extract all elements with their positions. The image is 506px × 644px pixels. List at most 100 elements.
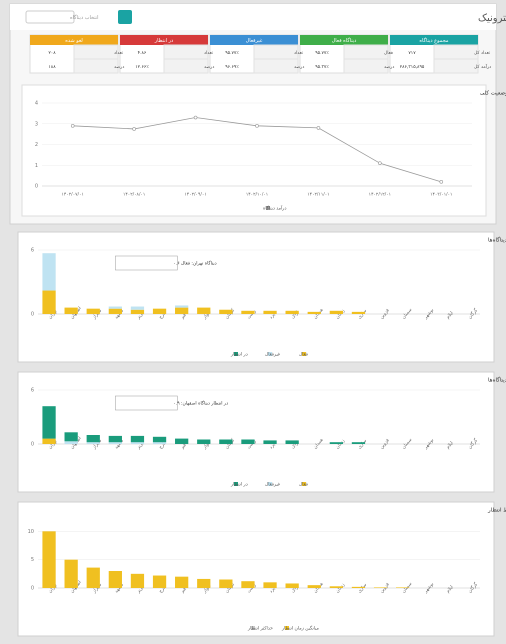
card-title: مجموع دیتاگاه <box>419 37 448 44</box>
x-tick-label: اراک <box>290 584 300 595</box>
point <box>70 124 75 128</box>
x-tick-label: تهران <box>48 309 59 321</box>
bar <box>108 442 122 444</box>
x-tick-label: ساری <box>357 583 368 595</box>
legend-label: درآمد دیتاگاه <box>263 205 287 212</box>
x-tick-label: تهران <box>48 583 59 595</box>
bar <box>219 579 233 588</box>
bar <box>197 307 211 314</box>
bar <box>197 578 211 588</box>
bar <box>351 442 366 444</box>
card-cell <box>343 44 389 60</box>
bar <box>108 306 122 309</box>
bar <box>86 567 100 588</box>
search-button[interactable] <box>118 10 132 24</box>
x-tick-label: ساری <box>357 309 368 321</box>
x-tick-label: کرج <box>158 440 168 450</box>
x-tick-label: شیراز <box>91 438 103 451</box>
bar <box>42 531 56 588</box>
legend-swatch <box>266 206 270 210</box>
x-tick-label: یزد <box>269 312 277 320</box>
bar <box>108 308 122 314</box>
x-tick-label: قزوین <box>379 438 390 450</box>
x-tick-label: قم <box>181 587 188 594</box>
x-tick-label: ایلام <box>446 311 455 320</box>
card-header <box>120 35 208 45</box>
x-tick-label: ساری <box>357 439 368 451</box>
x-tick-label: مشهد <box>114 582 125 594</box>
chart-title: میزان متوسط انتظار <box>487 508 506 514</box>
card-value: ۹۵.۳۷٪ <box>315 64 329 70</box>
bar <box>42 253 56 291</box>
x-tick-label: رشت <box>247 439 257 450</box>
card-label: فعال <box>384 51 393 56</box>
bar <box>86 442 100 444</box>
bar <box>64 432 78 442</box>
card-value: ۹۶.۶۹٪ <box>225 65 239 70</box>
x-tick-label: کرج <box>158 584 168 594</box>
card-label: تعداد <box>204 51 214 56</box>
x-tick-label: مشهد <box>114 308 125 320</box>
card-cell <box>163 58 209 74</box>
tooltip-text: دیتاگاه تهران: فعال ۰.۶ <box>173 260 216 267</box>
x-tick-label: تهران <box>48 439 59 451</box>
bar <box>175 305 189 308</box>
bar <box>197 439 211 444</box>
point <box>132 127 136 131</box>
x-tick-label: سمنان <box>402 437 414 450</box>
x-tick-label: قم <box>181 313 188 320</box>
select-box[interactable] <box>25 10 75 24</box>
bar <box>108 571 122 588</box>
x-tick-label: ۱۴۰۳/۰۱/۰۱ <box>430 192 452 198</box>
bar <box>130 442 145 444</box>
x-tick-label: قزوین <box>379 308 390 320</box>
card-label: درآمد کل <box>474 64 491 70</box>
x-tick-label: تبریز <box>136 584 147 595</box>
card-title: لغو شده <box>65 38 83 44</box>
bar <box>64 441 78 444</box>
x-tick-label: ۱۴۰۲/۱۰/۰۱ <box>246 192 268 198</box>
card-title: غیرفعال <box>246 38 263 44</box>
header-bar <box>10 4 496 30</box>
x-tick-label: یزد <box>269 586 277 594</box>
bar <box>86 308 100 314</box>
y-tick-label: 6 <box>31 388 34 394</box>
x-tick-label: شیراز <box>91 308 103 321</box>
select-placeholder: انتخاب دیتاگاه <box>70 14 99 21</box>
y-tick-label: 3 <box>35 121 38 127</box>
x-tick-label: قزوین <box>379 582 390 594</box>
x-tick-label: زنجان <box>335 309 346 321</box>
bar <box>219 439 233 444</box>
bar <box>307 311 321 314</box>
x-tick-label: شیراز <box>91 582 103 595</box>
bar <box>329 586 343 588</box>
card-label: درصد <box>384 65 394 70</box>
y-tick-label: 0 <box>35 184 38 190</box>
legend-label: حداکثر انتظار <box>247 626 273 632</box>
legend-swatch <box>302 352 306 356</box>
x-tick-label: ۱۴۰۲/۰۹/۰۱ <box>184 192 206 198</box>
bar <box>263 440 277 444</box>
x-tick-label: تبریز <box>136 310 147 321</box>
x-tick-label: زنجان <box>335 583 346 595</box>
card-label: تعداد <box>294 51 304 56</box>
y-tick-label: 1 <box>35 163 38 169</box>
point <box>316 126 321 130</box>
bar <box>241 439 255 444</box>
chart-title: وضعیت کلی <box>480 90 506 97</box>
tooltip <box>115 255 178 271</box>
bar <box>175 438 189 444</box>
x-tick-label: تبریز <box>136 440 147 451</box>
card-cell <box>253 58 299 74</box>
point <box>255 124 259 128</box>
x-tick-label: قم <box>181 443 188 450</box>
bar <box>263 310 277 314</box>
bar <box>329 442 343 444</box>
y-tick-label: 0 <box>31 312 34 318</box>
legend-swatch <box>251 626 255 630</box>
x-tick-label: زنجان <box>335 439 346 451</box>
card-title: دیتاگاه فعال <box>332 37 357 44</box>
y-tick-label: 2 <box>35 142 38 148</box>
tooltip-text: در انتظار دیتاگاه اصفهان: ۰.۹ <box>173 400 228 407</box>
